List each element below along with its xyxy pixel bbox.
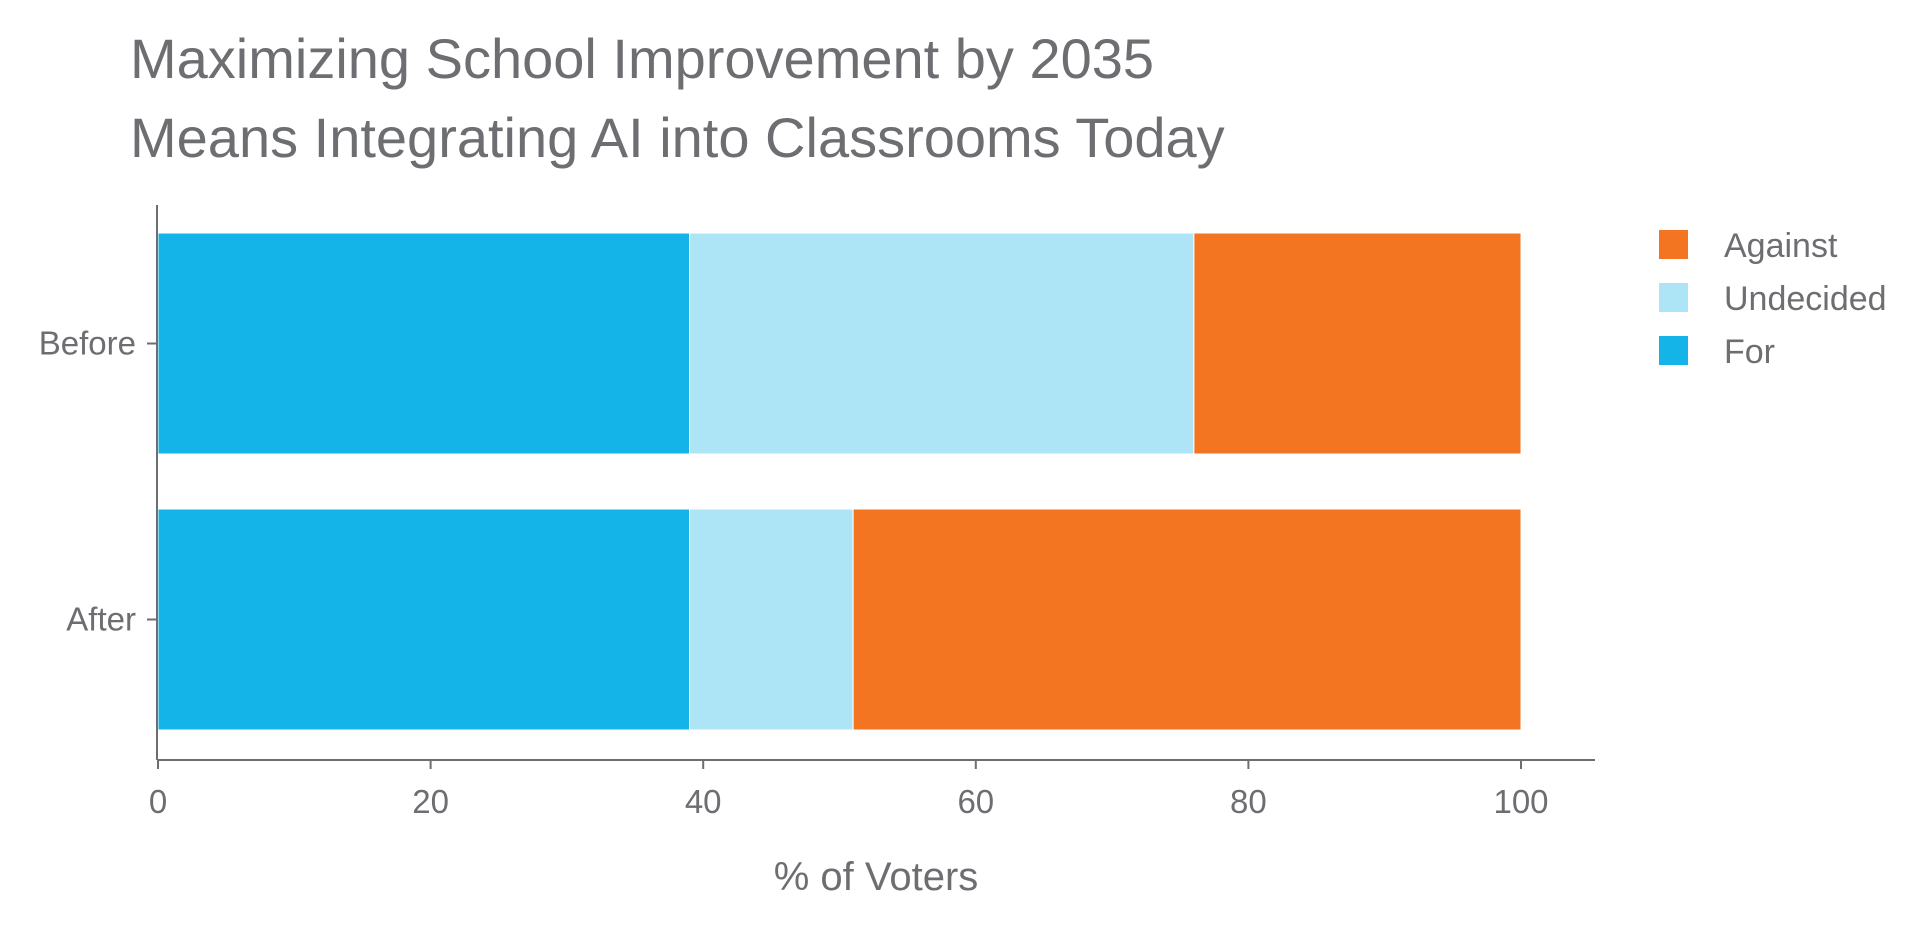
x-axis-ticks: 0 20 40 60 80 100 xyxy=(149,760,1549,820)
legend-label-undecided: Undecided xyxy=(1724,280,1887,318)
x-tick-label-80: 80 xyxy=(1230,783,1267,820)
legend-label-for: For xyxy=(1724,333,1775,371)
legend-label-against: Against xyxy=(1724,227,1838,265)
x-axis-label: % of Voters xyxy=(774,855,979,899)
y-axis-ticks: Before After xyxy=(39,325,157,638)
bar-before-against xyxy=(1193,232,1522,455)
bar-before-for xyxy=(157,232,691,455)
bar-after-for xyxy=(157,508,691,731)
legend-swatch-undecided xyxy=(1659,283,1688,312)
legend-swatch-against xyxy=(1659,230,1688,259)
legend: Against Undecided For xyxy=(1659,227,1887,371)
x-tick-label-20: 20 xyxy=(412,783,449,820)
y-tick-label-after: After xyxy=(66,601,136,638)
x-tick-label-40: 40 xyxy=(685,783,722,820)
x-tick-label-0: 0 xyxy=(149,783,167,820)
bar-area xyxy=(157,232,1522,731)
x-tick-label-100: 100 xyxy=(1493,783,1548,820)
bar-before-undecided xyxy=(689,232,1195,455)
legend-swatch-for xyxy=(1659,336,1688,365)
bar-after-undecided xyxy=(689,508,854,731)
chart-title-line-1: Maximizing School Improvement by 2035 xyxy=(130,27,1154,90)
bar-after-against xyxy=(852,508,1522,731)
chart-title-line-2: Means Integrating AI into Classrooms Tod… xyxy=(130,106,1225,169)
y-tick-label-before: Before xyxy=(39,325,136,362)
x-tick-label-60: 60 xyxy=(957,783,994,820)
